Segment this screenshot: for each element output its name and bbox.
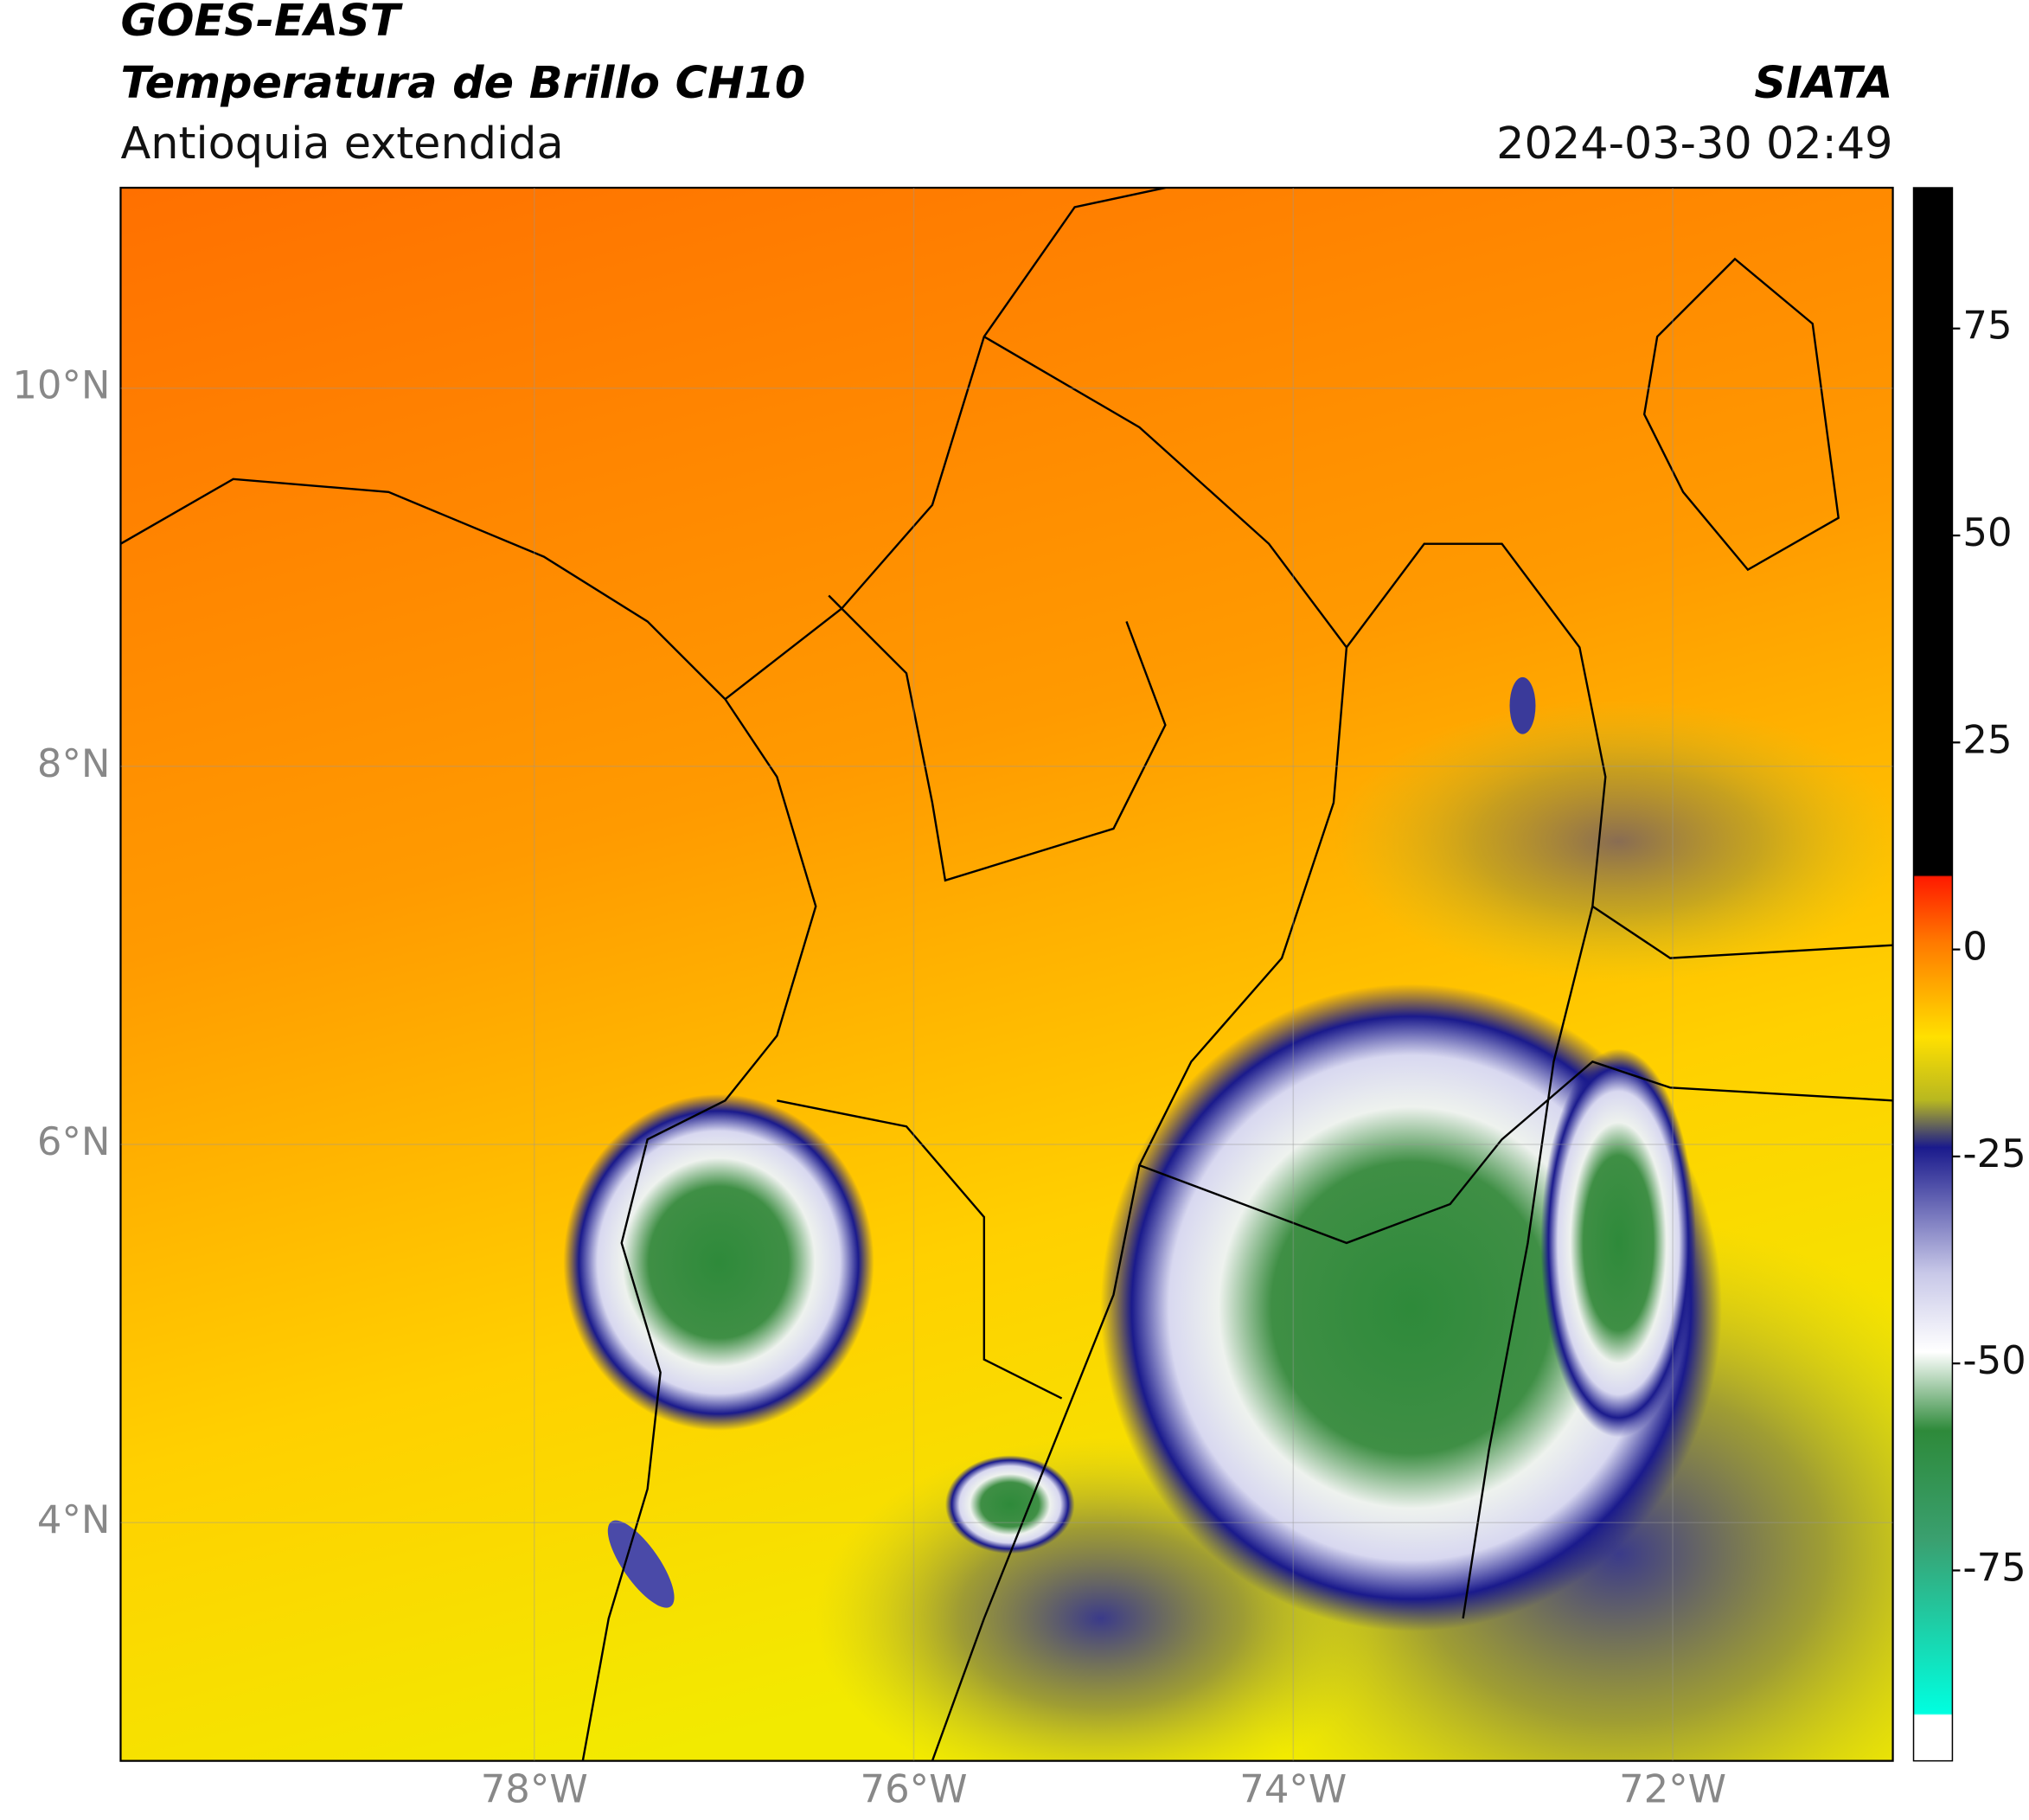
region: Antioquia extendida xyxy=(120,119,563,170)
cloud-haze xyxy=(1334,699,1893,984)
map-frame xyxy=(119,186,1894,1762)
y-tick-label: 10°N xyxy=(12,362,110,408)
storm-cell xyxy=(607,1520,675,1608)
title: GOES-EAST xyxy=(120,0,403,47)
colorbar-tick-label: 25 xyxy=(1962,716,2012,762)
border xyxy=(1345,257,1893,1619)
x-tick-label: 76°W xyxy=(861,1766,968,1812)
y-tick-label: 8°N xyxy=(37,740,111,786)
map-field xyxy=(120,188,1893,1761)
storm-cell xyxy=(1509,676,1536,734)
colorbar-tick-label: 75 xyxy=(1962,303,2012,349)
border xyxy=(724,188,1348,1761)
y-tick-label: 6°N xyxy=(37,1118,111,1164)
colorbar-tick-label: -50 xyxy=(1962,1337,2026,1383)
coastline xyxy=(120,477,817,1761)
y-tick-label: 4°N xyxy=(37,1496,111,1542)
border xyxy=(777,594,1893,1400)
storm-cell xyxy=(1540,1048,1697,1438)
source: SIATA xyxy=(1754,58,1892,109)
colorbar-tick-label: 0 xyxy=(1962,924,1987,970)
colorbar-tick-label: -75 xyxy=(1962,1544,2026,1590)
storm-cell xyxy=(944,1455,1075,1554)
datetime: 2024-03-30 02:49 xyxy=(1496,119,1892,170)
colorbar xyxy=(1912,187,1954,1762)
colorbar-tick-label: -25 xyxy=(1962,1131,2026,1176)
x-tick-label: 72°W xyxy=(1619,1766,1726,1812)
colorbar-tick-label: 50 xyxy=(1962,509,2012,555)
subtitle: Temperatura de Brillo CH10 xyxy=(120,58,805,109)
storm-cell xyxy=(563,1093,874,1431)
x-tick-label: 74°W xyxy=(1239,1766,1347,1812)
x-tick-label: 78°W xyxy=(481,1766,588,1812)
